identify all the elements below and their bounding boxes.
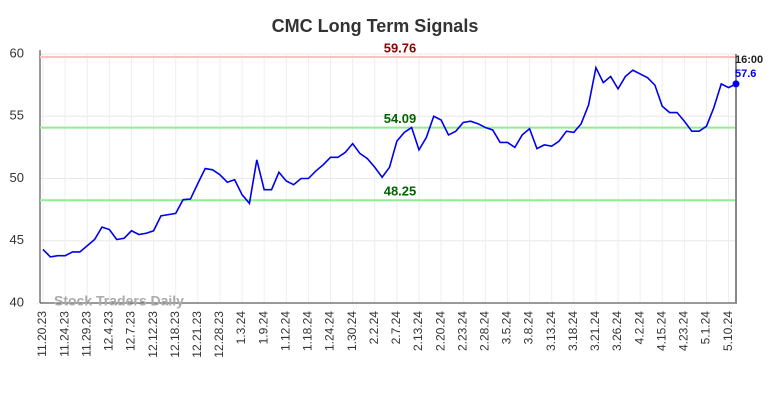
x-tick-label: 3.5.24 — [500, 311, 514, 345]
x-tick-label: 1.24.24 — [323, 311, 337, 351]
last-value: 57.6 — [735, 68, 756, 80]
x-tick-label: 12.21.23 — [190, 311, 204, 358]
x-tick-label: 5.10.24 — [721, 311, 735, 351]
x-tick-label: 1.12.24 — [278, 311, 292, 351]
x-tick-label: 1.9.24 — [256, 311, 270, 345]
x-tick-label: 12.28.23 — [212, 311, 226, 358]
x-tick-label: 2.13.24 — [411, 311, 425, 351]
y-tick-label: 50 — [10, 170, 24, 185]
x-tick-label: 2.23.24 — [455, 311, 469, 351]
x-tick-label: 12.7.23 — [124, 311, 138, 351]
x-tick-label: 1.3.24 — [234, 311, 248, 345]
signal-label: 59.76 — [384, 40, 417, 55]
x-tick-label: 2.7.24 — [389, 311, 403, 345]
x-tick-label: 12.18.23 — [168, 311, 182, 358]
price-line — [42, 65, 737, 258]
signal-label: 48.25 — [384, 184, 417, 199]
x-tick-label: 1.18.24 — [301, 311, 315, 351]
chart-title: CMC Long Term Signals — [272, 16, 479, 36]
y-tick-label: 40 — [10, 294, 24, 309]
y-tick-label: 60 — [10, 45, 24, 60]
x-tick-label: 2.20.24 — [433, 311, 447, 351]
x-tick-label: 4.2.24 — [632, 311, 646, 345]
x-tick-label: 11.20.23 — [35, 311, 49, 357]
x-tick-label: 4.23.24 — [677, 311, 691, 351]
signal-label: 54.09 — [384, 111, 417, 126]
watermark: Stock Traders Daily — [54, 293, 184, 309]
x-tick-label: 12.4.23 — [102, 311, 116, 351]
x-tick-label: 3.8.24 — [522, 311, 536, 345]
last-time: 16:00 — [735, 54, 763, 66]
y-tick-label: 55 — [10, 108, 24, 123]
x-tick-label: 5.1.24 — [699, 311, 713, 345]
x-tick-label: 12.12.23 — [146, 311, 160, 358]
x-tick-label: 3.13.24 — [544, 311, 558, 351]
x-tick-label: 2.2.24 — [367, 311, 381, 345]
x-tick-label: 11.24.23 — [57, 311, 71, 357]
last-point — [732, 80, 740, 88]
x-tick-label: 11.29.23 — [79, 311, 93, 357]
x-tick-label: 3.26.24 — [610, 311, 624, 351]
x-tick-label: 3.21.24 — [588, 311, 602, 351]
x-tick-label: 2.28.24 — [478, 311, 492, 351]
x-tick-label: 1.30.24 — [345, 311, 359, 351]
x-tick-label: 3.18.24 — [566, 311, 580, 351]
y-tick-label: 45 — [10, 232, 24, 247]
x-tick-label: 4.15.24 — [654, 311, 668, 351]
